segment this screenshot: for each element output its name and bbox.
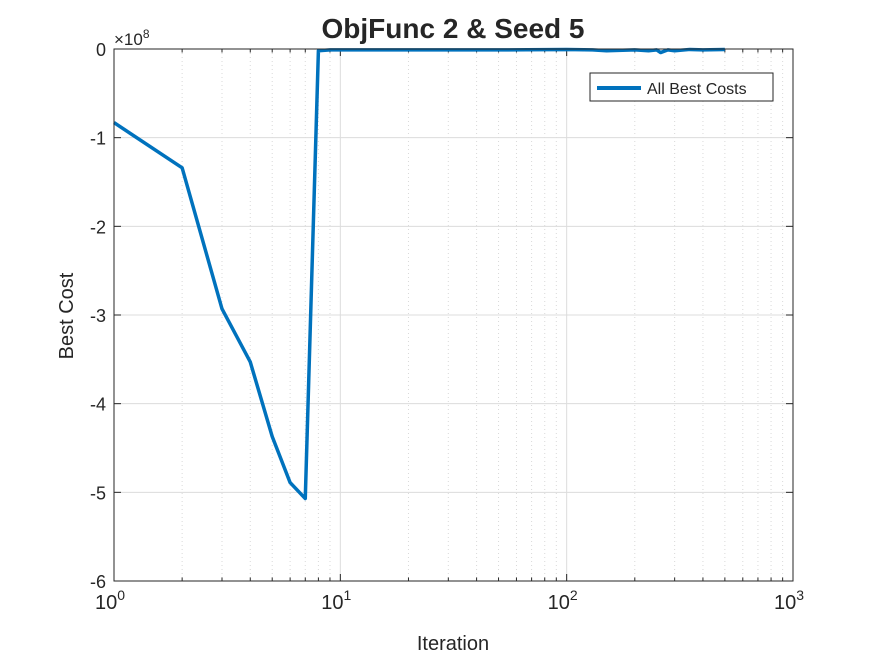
y-tick-label: -6 [90,572,106,592]
x-tick-label: 103 [774,587,804,614]
y-tick-label: -3 [90,306,106,326]
series-layer [113,47,725,501]
series-line-all-best-costs [113,47,725,501]
y-tick-labels: 0 -1 -2 -3 -4 -5 -6 [90,40,106,592]
chart-title: ObjFunc 2 & Seed 5 [322,13,585,44]
plot-frame [113,48,794,582]
y-tick-label: -2 [90,217,106,237]
y-tick-label: -4 [90,395,106,415]
y-axis-label: Best Cost [56,272,78,359]
y-tick-label: -5 [90,483,106,503]
x-tick-label: 101 [321,587,351,614]
x-tick-label: 102 [548,587,578,614]
legend-label-all-best-costs: All Best Costs [647,81,747,98]
y-tick-label: 0 [96,40,106,60]
legend: All Best Costs [589,72,774,102]
y-exponent-label: ×108 [114,27,150,49]
x-tick-labels: 100 101 102 103 [95,587,804,614]
x-axis-label: Iteration [417,633,489,655]
x-tick-label: 100 [95,587,125,614]
y-tick-label: -1 [90,129,106,149]
